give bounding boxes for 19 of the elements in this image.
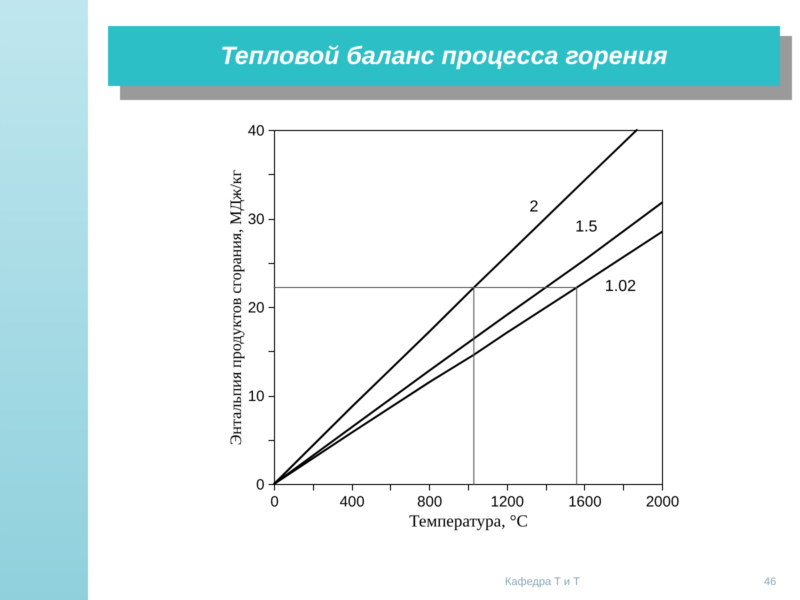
series-label: 1.02 bbox=[604, 278, 636, 295]
y-tick-label: 10 bbox=[248, 388, 264, 405]
y-tick-label: 40 bbox=[248, 122, 264, 140]
x-tick-label: 1200 bbox=[490, 494, 524, 510]
chart-title: Тепловой баланс процесса горения bbox=[108, 26, 780, 86]
x-tick-label: 800 bbox=[417, 494, 442, 510]
x-tick-label: 1600 bbox=[568, 494, 602, 510]
y-tick-label: 20 bbox=[248, 300, 264, 316]
series-label: 2 bbox=[530, 198, 539, 216]
x-tick-label: 2000 bbox=[646, 494, 680, 510]
y-tick-label: 30 bbox=[248, 211, 264, 228]
text: Кафедра Т и Т bbox=[505, 576, 580, 588]
y-tick-label: 0 bbox=[256, 476, 264, 494]
x-tick-label: 0 bbox=[270, 494, 279, 510]
series-label: 1.5 bbox=[575, 218, 598, 236]
text: 46 bbox=[764, 576, 776, 588]
x-axis-title: Температура, °C bbox=[409, 512, 528, 530]
y-axis-title: Энтальпия продуктов сгорания, МДж/кг bbox=[228, 169, 245, 446]
x-tick-label: 400 bbox=[340, 494, 365, 510]
